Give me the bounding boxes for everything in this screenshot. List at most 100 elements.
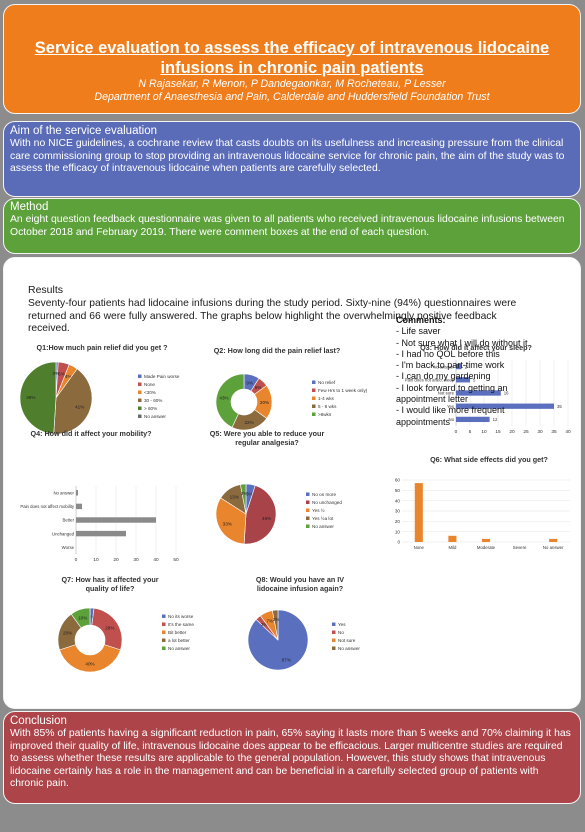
q3-tick-label: 15 bbox=[495, 429, 501, 435]
q6-tick-label: 40 bbox=[395, 498, 401, 503]
q3-tick-label: 30 bbox=[537, 429, 543, 435]
q3-category-label: Not sure bbox=[438, 391, 455, 396]
q2-data-label: 20% bbox=[260, 400, 269, 405]
q1-legend-label: Made Pain worse bbox=[144, 374, 180, 379]
q6-tick-label: 0 bbox=[397, 540, 400, 545]
q2-legend-swatch bbox=[312, 404, 316, 408]
results-heading: Results bbox=[28, 284, 64, 296]
q3-data-label: 12 bbox=[493, 417, 498, 422]
q5-data-label: 5% bbox=[246, 491, 253, 496]
results-text: Seventy-four patients had lidocaine infu… bbox=[28, 298, 517, 335]
q1-title: Q1:How much pain relief did you get ? bbox=[36, 343, 168, 352]
comments-heading: Comments: bbox=[396, 315, 446, 325]
q1-chart: 1%5%4% 41% 49% 0% Made Pain worse None <30% 30 … bbox=[19, 361, 180, 435]
q2-legend-label: 1-4 wks bbox=[318, 396, 335, 401]
method-section: Method An eight question feedback questi… bbox=[3, 198, 581, 254]
q5-data-label: 33% bbox=[223, 522, 232, 527]
q1-legend-swatch bbox=[138, 382, 142, 386]
q8-slice bbox=[272, 609, 279, 641]
q1-legend-swatch bbox=[138, 390, 142, 394]
results-section: Results Seventy-four patients had lidoca… bbox=[3, 257, 581, 709]
q7-legend-swatch bbox=[162, 614, 166, 618]
q3-tick-label: 25 bbox=[523, 429, 529, 435]
q4-category-label: Worse bbox=[62, 545, 75, 550]
q4-category-label: Pain does not affect mobility bbox=[20, 504, 75, 509]
comments-box: Comments: - Life saver - Not sure what I… bbox=[396, 315, 576, 428]
q2-data-label: 43% bbox=[219, 396, 228, 401]
q4-category-label: No answer bbox=[53, 491, 74, 496]
q3-tick-label: 20 bbox=[509, 429, 515, 435]
q5-title: Q5: Were you able to reduce your regular… bbox=[209, 429, 325, 447]
q7-data-label: 40% bbox=[85, 662, 94, 667]
q1-slice bbox=[19, 361, 57, 435]
q1-data-label: 4% bbox=[65, 374, 72, 379]
q5-legend-label: Yes ½ bbox=[312, 507, 325, 513]
q7-data-label: 20% bbox=[63, 631, 72, 636]
q8-data-label: 7% bbox=[266, 619, 273, 624]
q8-legend-label: No bbox=[338, 630, 344, 635]
aim-section: Aim of the service evaluation With no NI… bbox=[3, 121, 581, 197]
q1-data-label: 49% bbox=[26, 395, 35, 400]
q4-tick-label: 0 bbox=[75, 557, 78, 563]
q1-data-label: 41% bbox=[75, 405, 84, 410]
q2-data-label: 9% bbox=[246, 380, 253, 385]
q4-title: Q4: How did it affect your mobility? bbox=[30, 429, 152, 438]
q5-legend-swatch bbox=[306, 492, 310, 496]
q2-legend-label: >8wks bbox=[318, 412, 332, 417]
q7-legend-label: Bit better bbox=[168, 630, 187, 635]
q4-category-label: Better bbox=[63, 518, 75, 523]
q8-legend-label: No answer bbox=[338, 646, 360, 651]
q8-data-label: 87% bbox=[282, 657, 291, 662]
aim-heading: Aim of the service evaluation bbox=[10, 125, 158, 137]
q5-legend-label: No on more bbox=[312, 492, 336, 497]
q2-legend-swatch bbox=[312, 388, 316, 392]
q2-data-label: 22% bbox=[244, 420, 253, 425]
q6-title: Q6: What side effects did you get? bbox=[430, 455, 548, 464]
q1-legend-label: None bbox=[144, 382, 155, 387]
q3-tick-label: 0 bbox=[455, 429, 458, 435]
q7-legend-swatch bbox=[162, 622, 166, 626]
poster-title-line2: infusions in chronic pain patients bbox=[160, 59, 424, 77]
q2-legend-swatch bbox=[312, 412, 316, 416]
q7-data-label: 28% bbox=[105, 625, 114, 630]
q6-tick-label: 30 bbox=[395, 509, 401, 514]
q2-legend-label: 5 - 8 wks bbox=[318, 404, 337, 409]
q4-tick-label: 50 bbox=[173, 557, 179, 563]
q8-title: Q8: Would you have an IV lidocaine infus… bbox=[255, 575, 345, 593]
q4-tick-label: 20 bbox=[113, 557, 119, 563]
q4-chart: 0 10 20 30 40 50 No answer Pain does not affect… bbox=[20, 486, 179, 563]
q1-legend-swatch bbox=[138, 374, 142, 378]
q4-bar bbox=[76, 517, 156, 523]
q2-slice bbox=[215, 373, 245, 428]
q7-slice bbox=[59, 644, 121, 673]
q5-legend-swatch bbox=[306, 500, 310, 504]
q2-chart: 9%6% 20% 22% 43% No relief Few Hrs to 1 week … bbox=[215, 373, 368, 431]
q8-legend-label: Yes bbox=[338, 622, 346, 627]
q3-category-label: No bbox=[449, 417, 455, 422]
q8-data-label: 3% bbox=[273, 617, 280, 622]
q6-chart: 0 10 20 30 40 50 60 None Mild Moderate Severe No an… bbox=[395, 478, 570, 550]
comment-line: - I'm back to part-time work bbox=[396, 360, 505, 371]
q3-tick-label: 35 bbox=[551, 429, 557, 435]
q8-legend-swatch bbox=[332, 646, 336, 650]
q6-category-label: None bbox=[414, 545, 425, 550]
q5-chart: 5% 46% 33% 13%3% No on more No unchanged Yes ½… bbox=[215, 483, 342, 545]
q5-data-label: 3% bbox=[241, 491, 248, 496]
q6-category-label: No answer bbox=[543, 545, 564, 550]
q3-bar bbox=[456, 403, 554, 409]
q3-category-label: Pain does not affect sleep bbox=[405, 378, 455, 383]
comment-line: - I can do my gardening bbox=[396, 371, 491, 382]
q6-tick-label: 10 bbox=[395, 529, 401, 534]
q2-legend-swatch bbox=[312, 396, 316, 400]
q2-legend-label: No relief bbox=[318, 380, 336, 385]
q3-bar bbox=[456, 416, 490, 423]
q8-chart: 87% 3%7% 3% Yes No Not sure No answer bbox=[247, 609, 360, 671]
comment-line: appointments bbox=[396, 416, 451, 427]
q1-legend-label: > 60% bbox=[144, 406, 157, 411]
q5-slice bbox=[240, 483, 247, 515]
q4-tick-label: 10 bbox=[93, 557, 99, 563]
conclusion-section: Conclusion With 85% of patients having a… bbox=[3, 711, 581, 804]
aim-text: With no NICE guidelines, a cochrane revi… bbox=[10, 138, 565, 175]
q7-legend-label: No its worse bbox=[168, 614, 194, 619]
q5-legend-swatch bbox=[306, 508, 310, 512]
